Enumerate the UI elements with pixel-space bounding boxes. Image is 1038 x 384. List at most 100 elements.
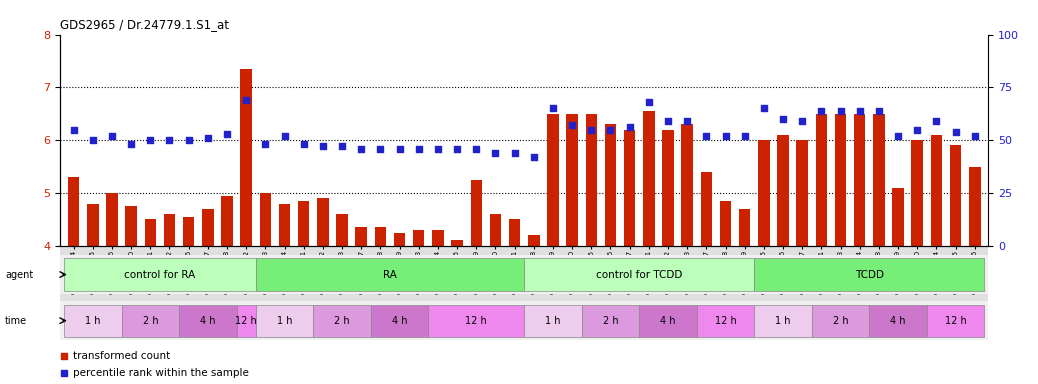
Bar <box>64 258 255 291</box>
Bar <box>393 233 405 246</box>
Point <box>468 146 485 152</box>
Bar <box>87 204 99 246</box>
Bar <box>755 258 984 291</box>
Bar <box>567 114 578 246</box>
Point <box>199 135 216 141</box>
Point <box>756 106 772 112</box>
Bar <box>812 305 869 337</box>
Bar <box>873 114 884 246</box>
Text: 12 h: 12 h <box>714 316 736 326</box>
Bar <box>336 214 348 246</box>
Point <box>161 137 177 143</box>
Point <box>583 127 600 133</box>
Text: agent: agent <box>5 270 33 280</box>
Text: RA: RA <box>383 270 397 280</box>
Bar <box>180 305 237 337</box>
Point <box>622 124 638 131</box>
Text: 12 h: 12 h <box>945 316 966 326</box>
Text: 4 h: 4 h <box>200 316 216 326</box>
Bar <box>318 198 329 246</box>
Point <box>545 106 562 112</box>
Point <box>104 133 120 139</box>
Text: GDS2965 / Dr.24779.1.S1_at: GDS2965 / Dr.24779.1.S1_at <box>60 18 229 31</box>
Point <box>219 131 236 137</box>
Point <box>871 108 887 114</box>
Text: 4 h: 4 h <box>891 316 906 326</box>
Text: percentile rank within the sample: percentile rank within the sample <box>73 368 248 378</box>
Bar <box>60 255 988 294</box>
Bar <box>64 305 121 337</box>
Text: 2 h: 2 h <box>832 316 848 326</box>
Bar <box>854 114 866 246</box>
Bar <box>202 209 214 246</box>
Point <box>238 97 254 103</box>
Point <box>276 133 293 139</box>
Point <box>564 122 580 129</box>
Point <box>507 150 523 156</box>
Point <box>65 127 82 133</box>
Point <box>602 127 619 133</box>
Bar <box>758 140 769 246</box>
Bar <box>835 114 846 246</box>
Text: 1 h: 1 h <box>85 316 101 326</box>
Bar <box>739 209 750 246</box>
Point <box>640 99 657 105</box>
Bar <box>221 195 233 246</box>
Point <box>122 141 139 147</box>
Bar <box>183 217 194 246</box>
Point <box>851 108 868 114</box>
Text: 12 h: 12 h <box>236 316 257 326</box>
Point <box>430 146 446 152</box>
Bar <box>524 305 581 337</box>
Point <box>142 137 159 143</box>
Bar <box>429 305 524 337</box>
Bar <box>241 69 252 246</box>
Bar <box>696 305 755 337</box>
Bar <box>777 135 789 246</box>
Bar <box>298 201 309 246</box>
Bar <box>255 305 313 337</box>
Point <box>297 110 313 116</box>
Bar <box>355 227 367 246</box>
Bar <box>911 140 923 246</box>
Text: 2 h: 2 h <box>142 316 158 326</box>
Point <box>372 146 388 152</box>
Point <box>257 141 274 147</box>
Point <box>794 118 811 124</box>
Bar <box>585 114 597 246</box>
Point <box>334 144 351 150</box>
Bar <box>375 227 386 246</box>
Bar <box>279 204 291 246</box>
Text: 4 h: 4 h <box>660 316 676 326</box>
Point <box>525 154 542 160</box>
Point <box>966 133 983 139</box>
Bar <box>969 167 981 246</box>
Bar <box>528 235 540 246</box>
Bar <box>662 130 674 246</box>
Point <box>84 137 101 143</box>
Bar <box>121 305 180 337</box>
Point <box>813 108 829 114</box>
Point <box>660 118 677 124</box>
Bar <box>524 258 755 291</box>
Bar <box>237 305 255 337</box>
Bar <box>644 111 655 246</box>
Point <box>297 264 313 270</box>
Point <box>774 116 791 122</box>
Text: 4 h: 4 h <box>391 316 407 326</box>
Bar <box>470 180 482 246</box>
Text: control for TCDD: control for TCDD <box>596 270 682 280</box>
Text: control for RA: control for RA <box>125 270 195 280</box>
Point <box>410 146 427 152</box>
Point <box>832 108 849 114</box>
Point <box>315 144 331 150</box>
Bar <box>509 219 520 246</box>
Text: 1 h: 1 h <box>775 316 791 326</box>
Bar <box>255 258 524 291</box>
Bar <box>624 130 635 246</box>
Bar <box>452 240 463 246</box>
Bar <box>126 206 137 246</box>
Text: transformed count: transformed count <box>73 351 170 361</box>
Bar <box>869 305 927 337</box>
Bar <box>605 124 617 246</box>
